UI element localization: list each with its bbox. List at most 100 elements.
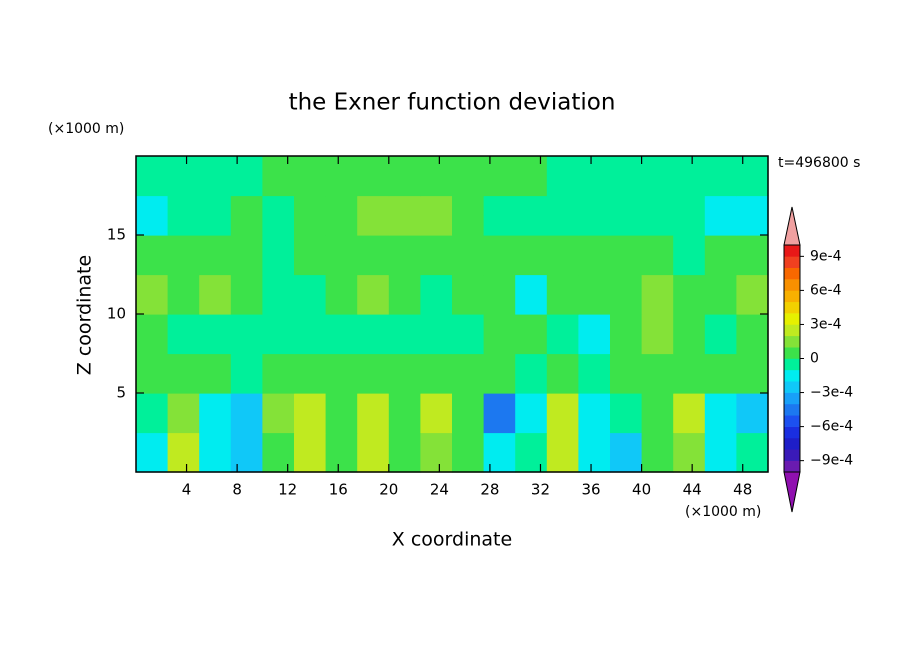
contour-cell: [515, 353, 548, 394]
contour-cell: [199, 195, 232, 236]
contour-cell: [136, 235, 169, 276]
y-tick-label: 15: [107, 226, 126, 244]
colorbar-swatch: [784, 369, 800, 382]
contour-cell: [578, 393, 611, 434]
contour-cell: [167, 314, 200, 355]
contour-cell: [704, 195, 737, 236]
contour-cell: [420, 156, 453, 197]
contour-cell: [452, 156, 485, 197]
contour-cell: [452, 314, 485, 355]
contour-cell: [546, 195, 579, 236]
x-tick-label: 8: [232, 481, 242, 499]
contour-cell: [610, 195, 643, 236]
contour-cell: [167, 235, 200, 276]
contour-cell: [673, 274, 706, 315]
contour-cell: [641, 195, 674, 236]
contour-cell: [262, 432, 295, 473]
contour-cell: [578, 274, 611, 315]
contour-cell: [357, 235, 390, 276]
contour-cell: [641, 314, 674, 355]
contour-cell: [673, 353, 706, 394]
contour-cell: [262, 156, 295, 197]
contour-cell: [199, 353, 232, 394]
colorbar-swatch: [784, 279, 800, 291]
contour-cell: [673, 314, 706, 355]
contour-cell: [388, 274, 421, 315]
contour-cell: [641, 235, 674, 276]
x-unit: (×1000 m): [685, 504, 761, 520]
contour-cell: [736, 195, 769, 236]
contour-cell: [230, 314, 263, 355]
contour-cell: [167, 274, 200, 315]
colorbar-label: −3e-4: [810, 385, 853, 401]
contour-cell: [736, 432, 769, 473]
contour-cell: [736, 235, 769, 276]
contour-cell: [262, 314, 295, 355]
contour-cell: [641, 353, 674, 394]
x-tick-label: 48: [733, 481, 752, 499]
colorbar-label: 6e-4: [810, 282, 842, 298]
contour-cell: [704, 314, 737, 355]
contour-cell: [515, 274, 548, 315]
contour-cell: [420, 314, 453, 355]
contour-cell: [262, 274, 295, 315]
contour-cell: [325, 274, 358, 315]
contour-cell: [736, 274, 769, 315]
contour-cell: [515, 393, 548, 434]
contour-cell: [641, 274, 674, 315]
contour-cell: [136, 353, 169, 394]
contour-cell: [610, 156, 643, 197]
chart-title: the Exner function deviation: [289, 90, 616, 116]
contour-cell: [704, 393, 737, 434]
colorbar-swatch: [784, 381, 800, 393]
contour-cell: [515, 432, 548, 473]
colorbar-over: [783, 206, 801, 246]
colorbar-swatch: [784, 460, 800, 473]
contour-cell: [704, 235, 737, 276]
contour-cell: [483, 432, 516, 473]
contour-cell: [136, 274, 169, 315]
contour-cell: [546, 432, 579, 473]
colorbar-swatch: [784, 301, 800, 314]
colorbar-swatch: [784, 347, 800, 359]
contour-cell: [167, 393, 200, 434]
contour-cell: [610, 353, 643, 394]
colorbar-swatch: [784, 335, 800, 348]
contour-cell: [230, 353, 263, 394]
colorbar-label: 9e-4: [810, 248, 842, 264]
contour-cell: [388, 432, 421, 473]
contour-cell: [357, 353, 390, 394]
contour-cell: [420, 235, 453, 276]
contour-cell: [673, 156, 706, 197]
contour-cell: [483, 235, 516, 276]
contour-cell: [230, 156, 263, 197]
contour-cell: [230, 235, 263, 276]
contour-cell: [294, 432, 327, 473]
contour-cell: [578, 353, 611, 394]
x-tick-label: 32: [531, 481, 550, 499]
contour-cell: [515, 195, 548, 236]
contour-cell: [578, 195, 611, 236]
y-tick-label: 10: [107, 305, 126, 323]
contour-cell: [546, 353, 579, 394]
colorbar-swatch: [784, 267, 800, 280]
contour-cell: [483, 353, 516, 394]
contour-cell: [483, 274, 516, 315]
contour-cell: [641, 432, 674, 473]
contour-cell: [230, 393, 263, 434]
contour-cell: [294, 156, 327, 197]
contour-cell: [294, 235, 327, 276]
contour-cell: [546, 274, 579, 315]
contour-cell: [325, 353, 358, 394]
contour-cell: [483, 195, 516, 236]
contour-cell: [294, 314, 327, 355]
contour-cell: [388, 353, 421, 394]
contour-cell: [452, 393, 485, 434]
y-tick-label: 5: [116, 384, 126, 402]
contour-cell: [420, 393, 453, 434]
x-tick-label: 40: [632, 481, 651, 499]
x-tick-label: 24: [430, 481, 449, 499]
colorbar-swatch: [784, 437, 800, 450]
contour-cell: [230, 432, 263, 473]
contour-cell: [325, 195, 358, 236]
